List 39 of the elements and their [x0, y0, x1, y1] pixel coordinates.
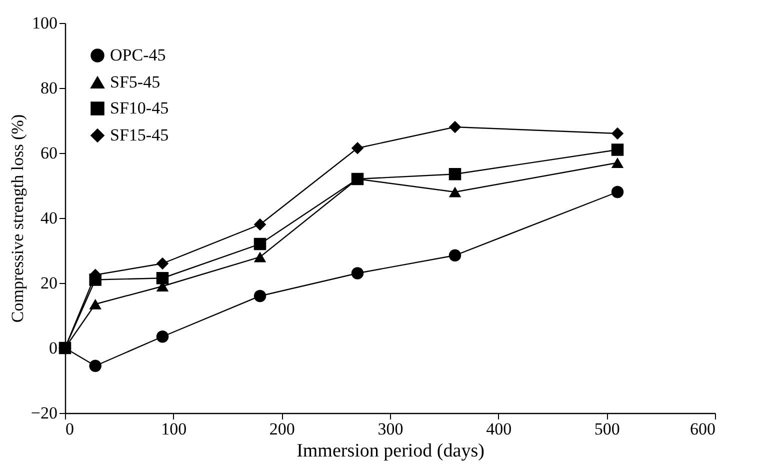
- y-tick-label: 60: [40, 144, 58, 162]
- x-tick-label: 200: [269, 420, 295, 438]
- point: [611, 144, 624, 156]
- point: [254, 252, 266, 262]
- legend-label: SF10-45: [110, 98, 169, 118]
- point: [156, 330, 169, 343]
- point: [156, 257, 169, 270]
- x-axis-title: Immersion period (days): [296, 440, 484, 462]
- y-tick-label: 100: [32, 14, 58, 32]
- y-tick-label: 80: [40, 78, 58, 98]
- point: [351, 142, 364, 154]
- point: [611, 127, 624, 140]
- point: [448, 186, 462, 198]
- x-tick-label: 500: [594, 420, 620, 438]
- legend-label: OPC-45: [110, 46, 166, 64]
- point: [448, 168, 462, 180]
- x-tick-label: 400: [486, 420, 512, 438]
- point: [254, 218, 266, 231]
- point: [351, 267, 364, 280]
- point: [611, 186, 624, 198]
- legend-label: SF15-45: [110, 126, 169, 144]
- legend-label: SF5-45: [110, 72, 160, 92]
- x-tick-label: 300: [378, 420, 404, 438]
- x-tick-label: 100: [161, 420, 187, 438]
- point: [254, 238, 266, 250]
- y-tick-label: 20: [40, 274, 58, 292]
- point: [89, 360, 102, 372]
- point: [89, 298, 102, 310]
- y-tick-label: 40: [40, 208, 58, 228]
- point: [448, 120, 462, 134]
- point: [611, 157, 624, 168]
- point: [156, 272, 169, 284]
- y-tick-label: −20: [30, 404, 58, 422]
- x-tick-label: 600: [690, 420, 716, 438]
- point: [254, 290, 266, 302]
- point: [448, 249, 462, 262]
- x-tick-label: 0: [66, 420, 74, 438]
- y-tick-label: 0: [49, 338, 58, 358]
- y-axis-title: Compressive strength loss (%): [8, 114, 27, 323]
